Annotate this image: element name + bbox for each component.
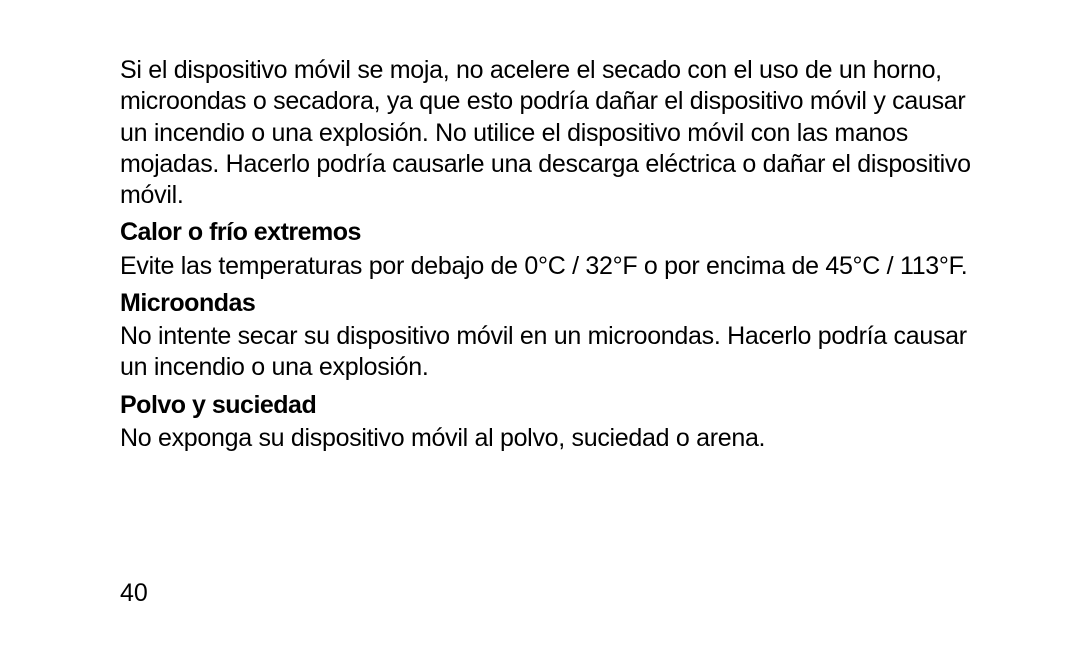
body-dust: No exponga su dispositivo móvil al polvo… xyxy=(120,423,980,454)
intro-paragraph: Si el dispositivo móvil se moja, no acel… xyxy=(120,55,980,211)
heading-heat-cold: Calor o frío extremos xyxy=(120,217,980,248)
body-heat-cold: Evite las temperaturas por debajo de 0°C… xyxy=(120,251,980,282)
body-microwave: No intente secar su dispositivo móvil en… xyxy=(120,321,980,384)
page-number: 40 xyxy=(120,578,148,609)
manual-page: Si el dispositivo móvil se moja, no acel… xyxy=(0,0,1080,655)
heading-microwave: Microondas xyxy=(120,288,980,319)
heading-dust: Polvo y suciedad xyxy=(120,390,980,421)
